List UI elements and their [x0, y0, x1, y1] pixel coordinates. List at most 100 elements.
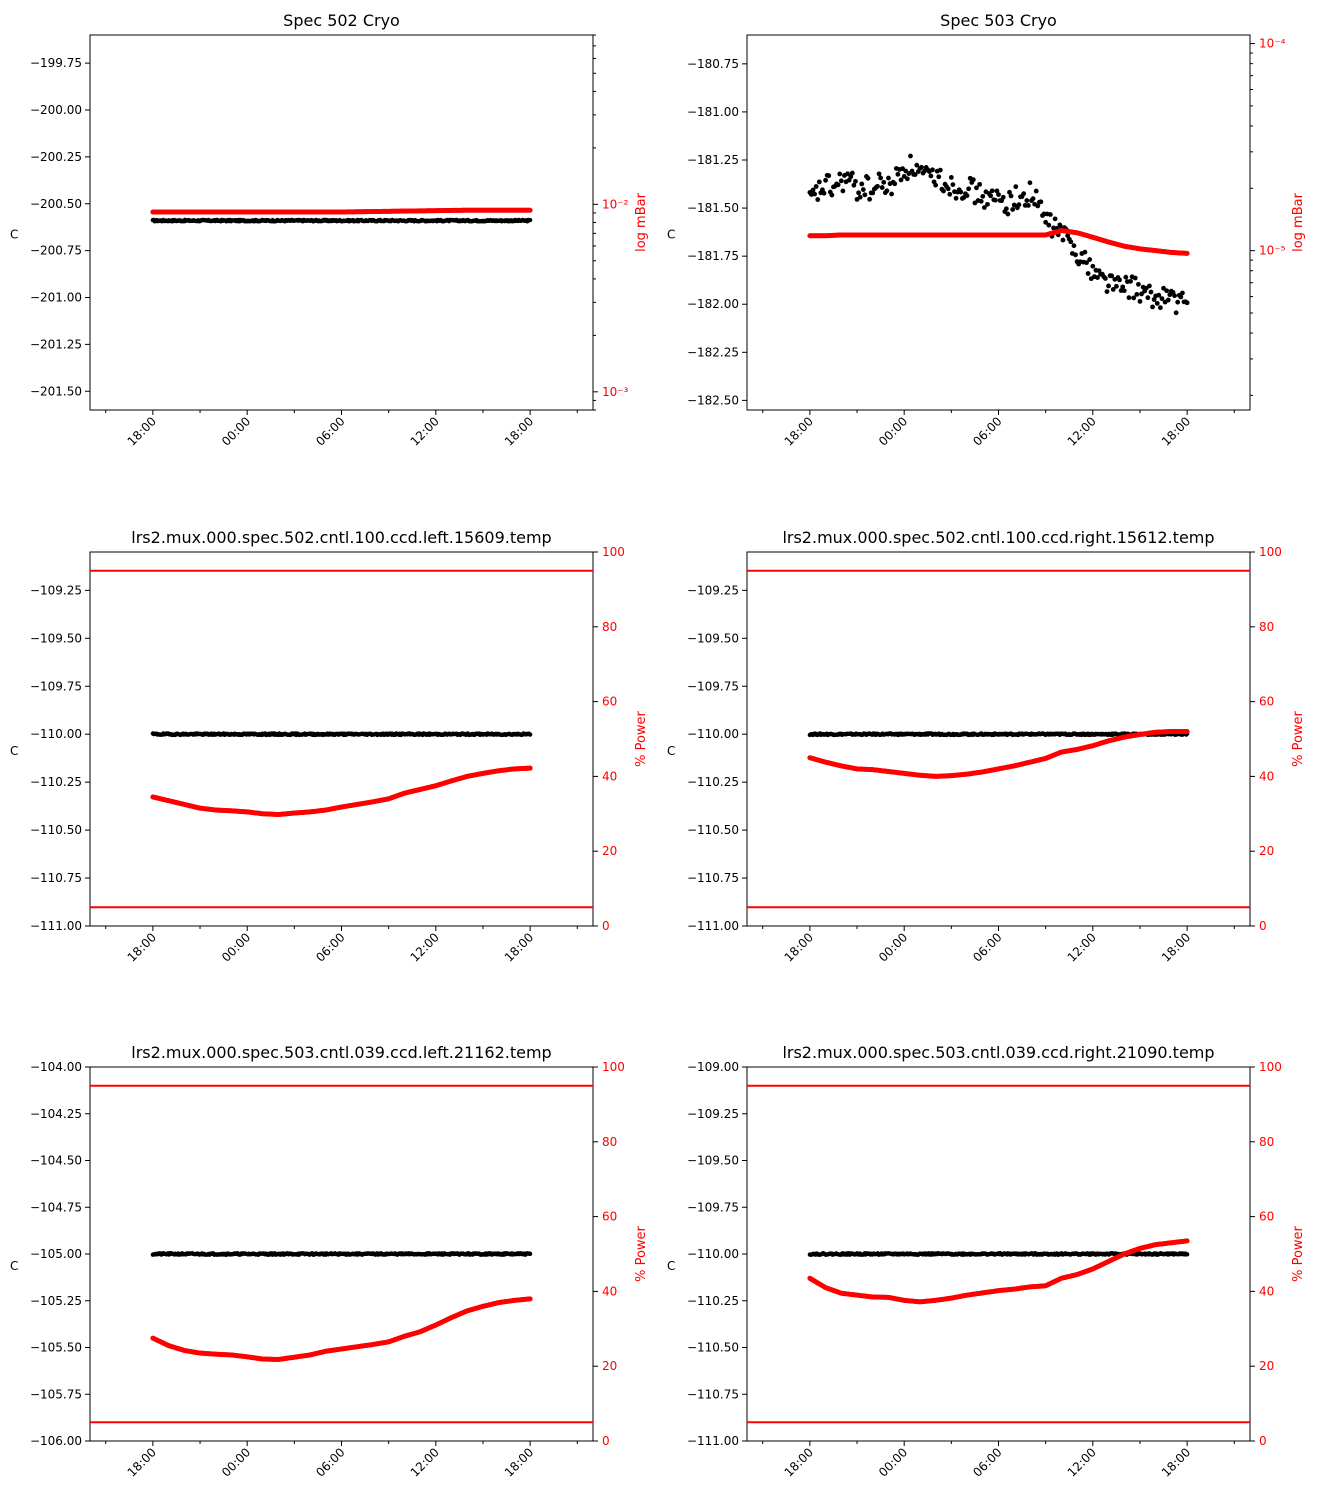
chart-title: Spec 503 Cryo [940, 11, 1057, 30]
temperature-point [1011, 202, 1017, 208]
right-axis-label: % Power [1291, 1225, 1306, 1281]
temperature-point [1024, 198, 1030, 203]
temperature-point [1016, 202, 1022, 208]
temperature-point [1158, 305, 1163, 311]
temperature-point [994, 188, 1000, 194]
temperature-point [1148, 289, 1154, 295]
temperature-point [1033, 188, 1039, 194]
left-axis-label: C [10, 1259, 18, 1273]
temperature-point [1123, 274, 1129, 280]
temperature-point [1046, 222, 1052, 228]
pressure-point [527, 207, 533, 213]
left-tick-label: −181.00 [687, 105, 739, 119]
temperature-point [948, 174, 954, 180]
temperature-point [1035, 203, 1041, 209]
temperature-point [895, 171, 901, 177]
temperature-point [1135, 281, 1141, 287]
power-point [527, 1296, 533, 1302]
temperature-point [840, 188, 846, 194]
temperature-point [1134, 291, 1140, 297]
temperature-point [823, 177, 828, 183]
temperature-point [527, 217, 533, 223]
temperature-point [966, 186, 972, 192]
temperature-point [1106, 283, 1111, 289]
left-tick-label: −111.00 [687, 919, 739, 933]
left-tick-label: −109.50 [687, 1154, 739, 1168]
x-tick-label: 18:00 [502, 1445, 536, 1479]
temperature-point [980, 193, 986, 199]
temperature-point [870, 190, 876, 196]
temperature-point [1027, 180, 1033, 186]
temperature-point [816, 179, 822, 185]
left-tick-label: −109.75 [687, 679, 739, 693]
left-tick-label: −182.00 [687, 297, 739, 311]
temperature-point [837, 171, 843, 177]
left-axis-label: C [10, 744, 18, 758]
x-tick-label: 12:00 [408, 1445, 442, 1479]
temperature-point [1120, 284, 1126, 290]
x-tick-label: 18:00 [782, 414, 816, 448]
left-tick-label: −109.75 [30, 679, 82, 693]
left-tick-label: −110.75 [30, 871, 82, 885]
temperature-point [1121, 288, 1127, 294]
left-tick-label: −104.25 [30, 1107, 82, 1121]
temperature-point [989, 188, 995, 194]
temperature-point [898, 177, 904, 183]
temperature-point [1073, 252, 1078, 258]
temperature-point [862, 192, 868, 198]
right-tick-label: 80 [1259, 1135, 1274, 1149]
temperature-point [1159, 296, 1165, 302]
right-tick-label: 100 [602, 545, 625, 559]
x-tick-label: 06:00 [970, 414, 1004, 448]
temperature-point [1113, 283, 1119, 289]
temperature-point [857, 194, 863, 200]
temperature-point [838, 178, 844, 184]
temperature-point [1087, 257, 1093, 262]
temperature-point [1104, 289, 1110, 294]
temperature-point [527, 732, 533, 737]
x-tick-label: 00:00 [876, 930, 910, 964]
left-tick-label: −109.00 [687, 1060, 739, 1074]
x-tick-label: 06:00 [970, 1445, 1004, 1479]
x-tick-label: 18:00 [1159, 1445, 1193, 1479]
chart-title: lrs2.mux.000.spec.503.cntl.039.ccd.right… [782, 1043, 1214, 1062]
chart-panel-5: lrs2.mux.000.spec.503.cntl.039.ccd.left.… [10, 1043, 649, 1480]
temperature-point [985, 201, 990, 207]
x-tick-label: 18:00 [782, 1445, 816, 1479]
power-point [527, 765, 533, 771]
left-tick-label: −200.00 [30, 103, 82, 117]
temperature-point [1030, 196, 1036, 202]
power-point [1184, 729, 1190, 735]
x-tick-label: 12:00 [408, 414, 442, 448]
left-tick-label: −181.50 [687, 201, 739, 215]
temperature-point [1025, 202, 1031, 208]
x-tick-label: 18:00 [125, 1445, 159, 1479]
temperature-point [970, 177, 976, 183]
right-axis-label: % Power [1291, 710, 1306, 766]
left-tick-label: −110.25 [30, 775, 82, 789]
temperature-point [936, 174, 942, 180]
chart-panel-1: Spec 502 Cryo−199.75−200.00−200.25−200.5… [10, 11, 649, 449]
chart-panel-3: lrs2.mux.000.spec.502.cntl.100.ccd.left.… [10, 528, 649, 965]
x-tick-label: 18:00 [125, 930, 159, 964]
chart-title: lrs2.mux.000.spec.503.cntl.039.ccd.left.… [131, 1043, 551, 1062]
temperature-point [1090, 263, 1096, 269]
x-tick-label: 12:00 [1065, 930, 1099, 964]
temperature-point [1013, 184, 1019, 190]
temperature-point [1109, 273, 1115, 279]
left-tick-label: −104.00 [30, 1060, 82, 1074]
temperature-point [876, 171, 882, 177]
left-tick-label: −201.50 [30, 384, 82, 398]
temperature-point [1007, 189, 1012, 195]
right-axis-label: log mBar [1291, 192, 1306, 251]
chart-title: lrs2.mux.000.spec.502.cntl.100.ccd.right… [782, 528, 1214, 547]
temperature-point [928, 173, 934, 179]
temperature-point [845, 171, 850, 177]
left-tick-label: −105.75 [30, 1387, 82, 1401]
temperature-point [875, 183, 880, 189]
temperature-point [815, 197, 821, 202]
temperature-point [835, 182, 841, 188]
left-axis-label: C [667, 744, 675, 758]
temperature-point [1184, 300, 1190, 306]
left-tick-label: −201.25 [30, 337, 82, 351]
